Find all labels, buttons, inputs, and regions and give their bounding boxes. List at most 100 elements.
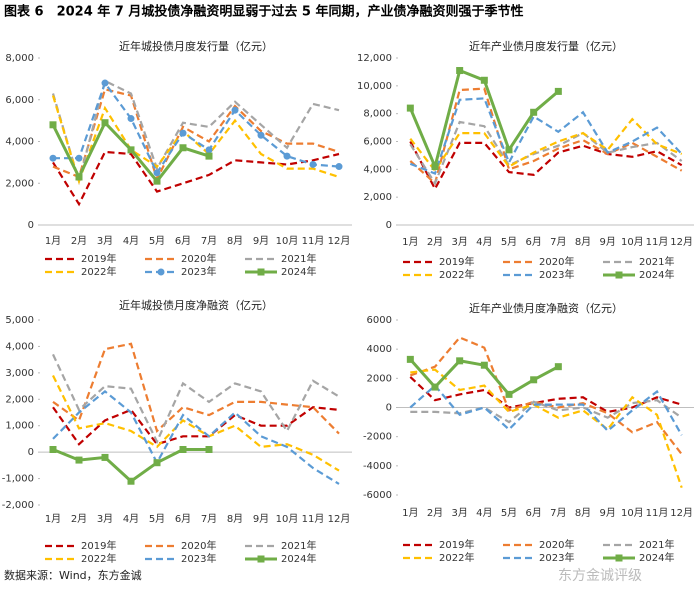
x-tick-label: 6月 [525, 507, 541, 519]
x-tick-label: 10月 [621, 507, 644, 519]
legend-label: 2021年 [281, 252, 316, 265]
legend-label: 2020年 [181, 252, 216, 265]
y-tick-label: 4,000 [5, 137, 34, 148]
y-tick-label: 8,000 [363, 109, 392, 120]
x-tick-label: 2月 [427, 236, 443, 248]
series-line [51, 79, 340, 186]
series-line [410, 368, 683, 489]
y-tick-label: 3,000 [5, 368, 34, 379]
x-tick-label: 4月 [476, 507, 492, 519]
x-tick-label: 10月 [276, 235, 299, 247]
point [283, 152, 291, 160]
x-tick-label: 7月 [550, 507, 566, 519]
point [49, 121, 57, 129]
series-line [52, 375, 340, 472]
point [554, 363, 562, 371]
x-tick-label: 5月 [501, 507, 517, 519]
x-tick-label: 5月 [501, 236, 517, 248]
x-tick-label: 8月 [227, 513, 243, 525]
x-tick-label: 12月 [670, 236, 693, 248]
legend-label: 2021年 [281, 539, 316, 552]
y-tick-label: 6000 [367, 315, 392, 326]
chart-title: 近年城投债月度发行量（亿元） [119, 39, 273, 53]
x-tick-label: 4月 [123, 513, 139, 525]
y-tick-label: 2,000 [363, 192, 392, 203]
point [530, 376, 538, 384]
x-tick-label: 3月 [97, 235, 113, 247]
x-tick-label: 2月 [71, 235, 87, 247]
point [101, 453, 109, 461]
point [179, 446, 187, 453]
point [153, 459, 161, 467]
point [309, 160, 317, 168]
chart-title: 近年产业债月度净融资（亿元） [469, 301, 623, 315]
series-line [51, 95, 340, 185]
legend-label: 2023年 [181, 552, 216, 565]
x-tick-label: 9月 [599, 507, 615, 519]
point [179, 129, 187, 137]
watermark: 东方金诚评级 [558, 568, 642, 584]
series-line [52, 406, 340, 446]
x-tick-label: 8月 [575, 236, 591, 248]
point [231, 106, 239, 114]
x-tick-label: 1月 [402, 507, 418, 519]
x-tick-label: 10月 [276, 513, 299, 525]
point [101, 79, 109, 87]
point [431, 383, 439, 391]
legend-label: 2022年 [81, 265, 116, 278]
y-tick-label: 1,000 [5, 421, 34, 432]
point [127, 146, 135, 154]
y-tick-label: 0 [28, 447, 34, 458]
point [554, 87, 562, 95]
point [49, 154, 57, 162]
legend-marker [615, 554, 623, 562]
y-tick-label: 6,000 [363, 137, 392, 148]
legend-label: 2022年 [439, 268, 474, 281]
x-tick-label: 2月 [71, 513, 87, 525]
point [127, 477, 135, 485]
series-line [409, 120, 683, 186]
legend-label: 2019年 [81, 539, 116, 552]
point [456, 357, 464, 365]
y-tick-label: 2000 [367, 373, 392, 384]
x-tick-label: 8月 [227, 235, 243, 247]
y-tick-label: 2,000 [5, 394, 34, 405]
legend-label: 2019年 [439, 255, 474, 268]
x-tick-label: 7月 [201, 513, 217, 525]
y-tick-label: 10,000 [357, 81, 392, 92]
x-tick-label: 11月 [302, 513, 325, 525]
y-tick-label: 4,000 [363, 164, 392, 175]
y-tick-label: -1,000 [2, 474, 34, 485]
series-line [409, 140, 683, 192]
x-tick-label: 12月 [670, 507, 693, 519]
y-tick-label: 0 [28, 220, 34, 231]
point [406, 104, 414, 112]
legend-marker [157, 268, 165, 276]
x-tick-label: 12月 [328, 235, 351, 247]
x-tick-label: 10月 [621, 236, 644, 248]
point [480, 76, 488, 84]
y-tick-label: 6,000 [5, 95, 34, 106]
x-tick-label: 6月 [175, 235, 191, 247]
legend-label: 2020年 [539, 538, 574, 551]
series-line [52, 448, 209, 484]
series-line [53, 80, 340, 176]
y-tick-label: 0 [386, 220, 392, 231]
legend-label: 2024年 [281, 265, 316, 278]
point [153, 169, 161, 177]
x-tick-label: 8月 [575, 507, 591, 519]
point [505, 390, 513, 398]
point [431, 163, 439, 171]
y-tick-label: 0 [386, 403, 392, 414]
x-tick-label: 1月 [402, 236, 418, 248]
x-tick-label: 12月 [328, 513, 351, 525]
legend-label: 2024年 [281, 552, 316, 565]
point [205, 146, 213, 154]
point [406, 355, 414, 363]
legend-label: 2024年 [639, 268, 674, 281]
series-line [409, 376, 683, 414]
point [75, 154, 83, 162]
x-tick-label: 11月 [302, 235, 325, 247]
y-tick-label: 5,000 [5, 315, 34, 326]
legend-label: 2023年 [539, 268, 574, 281]
